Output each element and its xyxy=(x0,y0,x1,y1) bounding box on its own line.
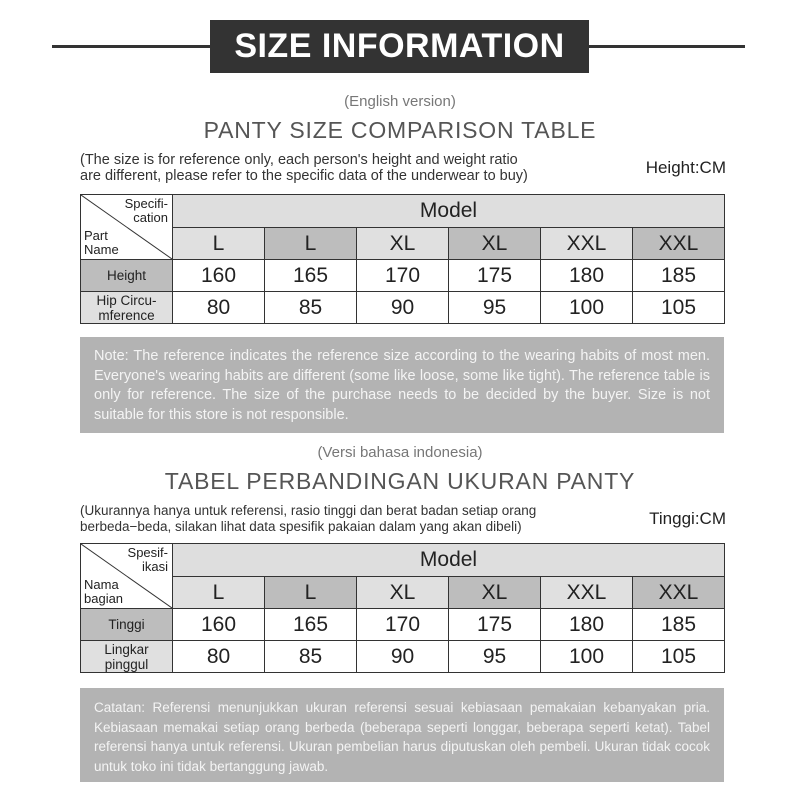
model-header: Model xyxy=(172,543,725,577)
value-cell: 85 xyxy=(264,291,357,324)
english-size-table: Specifi- cation Part Name Model L L XL XL XXL XX… xyxy=(80,194,725,324)
english-version-label: (English version) xyxy=(344,93,456,110)
size-header-cell: L xyxy=(264,576,357,609)
value-cell: 170 xyxy=(356,259,449,292)
title-rule-left xyxy=(52,45,212,48)
indonesian-disclaimer-line2: berbeda−beda, silakan lihat data spesifi… xyxy=(80,519,522,534)
value-cell: 170 xyxy=(356,608,449,641)
value-cell: 185 xyxy=(632,259,725,292)
row-label: Lingkar pinggul xyxy=(80,640,173,673)
indonesian-size-table: Spesif- ikasi Nama bagian Model L L XL XL XXL XX… xyxy=(80,543,725,673)
value-cell: 175 xyxy=(448,608,541,641)
size-header-cell: XL xyxy=(356,576,449,609)
value-cell: 85 xyxy=(264,640,357,673)
table-row: Height 160 165 170 175 180 185 xyxy=(80,259,725,292)
value-cell: 80 xyxy=(172,291,265,324)
size-header-cell: XL xyxy=(448,227,541,260)
value-cell: 180 xyxy=(540,608,633,641)
size-header-cell: L xyxy=(172,227,265,260)
english-note-box: Note: The reference indicates the refere… xyxy=(80,337,724,433)
value-cell: 95 xyxy=(448,291,541,324)
value-cell: 160 xyxy=(172,259,265,292)
size-header-cell: XL xyxy=(448,576,541,609)
row-label: Hip Circu- mference xyxy=(80,291,173,324)
title-rule-right xyxy=(587,45,745,48)
indonesian-version-label: (Versi bahasa indonesia) xyxy=(317,444,483,461)
value-cell: 80 xyxy=(172,640,265,673)
value-cell: 90 xyxy=(356,291,449,324)
value-cell: 185 xyxy=(632,608,725,641)
corner-header-cell: Spesif- ikasi Nama bagian xyxy=(80,543,173,609)
size-header-cell: XXL xyxy=(540,576,633,609)
value-cell: 165 xyxy=(264,259,357,292)
diagonal-divider xyxy=(81,544,172,608)
page-title: SIZE INFORMATION xyxy=(210,20,589,73)
corner-bottom-label: Part Name xyxy=(84,228,119,257)
value-cell: 160 xyxy=(172,608,265,641)
size-header-cell: L xyxy=(264,227,357,260)
row-label: Height xyxy=(80,259,173,292)
indonesian-disclaimer-line1: (Ukurannya hanya untuk referensi, rasio … xyxy=(80,503,537,518)
english-unit-label: Height:CM xyxy=(645,158,726,177)
corner-header-cell: Specifi- cation Part Name xyxy=(80,194,173,260)
english-disclaimer-line2: are different, please refer to the speci… xyxy=(80,168,528,184)
size-header-cell: XXL xyxy=(632,227,725,260)
corner-top-label: Spesif- ikasi xyxy=(127,545,168,574)
indonesian-unit-label: Tinggi:CM xyxy=(649,509,726,528)
size-header-cell: L xyxy=(172,576,265,609)
size-header-cell: XXL xyxy=(540,227,633,260)
value-cell: 105 xyxy=(632,291,725,324)
size-header-cell: XL xyxy=(356,227,449,260)
value-cell: 100 xyxy=(540,640,633,673)
indonesian-table-title: TABEL PERBANDINGAN UKURAN PANTY xyxy=(164,468,636,494)
value-cell: 95 xyxy=(448,640,541,673)
indonesian-note-box: Catatan: Referensi menunjukkan ukuran re… xyxy=(80,688,724,782)
value-cell: 180 xyxy=(540,259,633,292)
value-cell: 105 xyxy=(632,640,725,673)
value-cell: 100 xyxy=(540,291,633,324)
size-header-cell: XXL xyxy=(632,576,725,609)
corner-top-label: Specifi- cation xyxy=(124,196,168,225)
diagonal-divider xyxy=(81,195,172,259)
row-label: Tinggi xyxy=(80,608,173,641)
table-row: Tinggi 160 165 170 175 180 185 xyxy=(80,608,725,641)
table-row: Hip Circu- mference 80 85 90 95 100 105 xyxy=(80,291,725,324)
english-disclaimer-line1: (The size is for reference only, each pe… xyxy=(80,152,518,168)
english-table-title: PANTY SIZE COMPARISON TABLE xyxy=(203,117,597,143)
value-cell: 165 xyxy=(264,608,357,641)
value-cell: 175 xyxy=(448,259,541,292)
model-header: Model xyxy=(172,194,725,228)
value-cell: 90 xyxy=(356,640,449,673)
corner-bottom-label: Nama bagian xyxy=(84,577,124,606)
table-row: Lingkar pinggul 80 85 90 95 100 105 xyxy=(80,640,725,673)
